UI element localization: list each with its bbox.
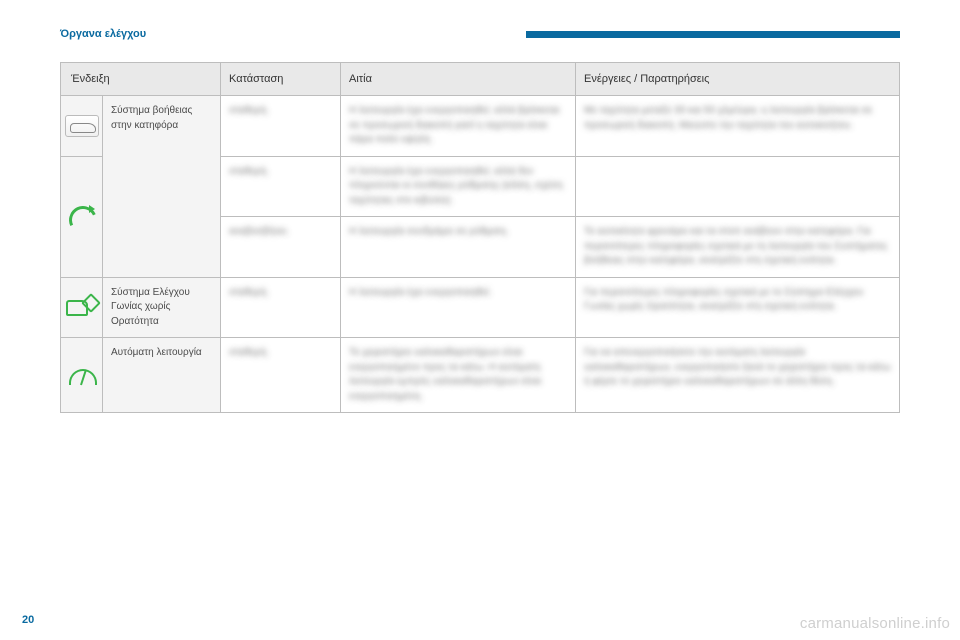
wiper-icon (67, 363, 97, 387)
icon-cell (61, 338, 103, 413)
table-row: Αυτόματη λειτουργία σταθερή. Το χειριστή… (61, 338, 900, 413)
section-title: Όργανα ελέγχου (60, 28, 146, 40)
cause-cell: Η λειτουργία έχει ενεργοποιηθεί, αλλά δε… (341, 156, 576, 217)
cause-cell: Το χειριστήριο υαλοκαθαριστήρων είναι εν… (341, 338, 576, 413)
indicator-name: Σύστημα βοήθειας στην κατηφόρα (103, 96, 221, 278)
header-rule (526, 31, 900, 38)
downhill-assist-icon (65, 115, 99, 137)
col-state: Κατάσταση (221, 63, 341, 96)
icon-cell (61, 96, 103, 157)
action-cell (576, 156, 900, 217)
action-cell: Με ταχύτητα μεταξύ 30 και 50 χλμ/ώρα, η … (576, 96, 900, 157)
action-cell: Για να απενεργοποιήσετε την αυτόματη λει… (576, 338, 900, 413)
watermark: carmanualsonline.info (800, 615, 950, 632)
icon-cell (61, 156, 103, 277)
col-cause: Αιτία (341, 63, 576, 96)
cause-cell: Η λειτουργία έχει ενεργοποιηθεί. (341, 277, 576, 338)
table-row: Σύστημα βοήθειας στην κατηφόρα σταθερή. … (61, 96, 900, 157)
page-number: 20 (22, 614, 34, 626)
curve-arrow-icon (67, 203, 97, 231)
table-row: Σύστημα Ελέγχου Γωνίας χωρίς Ορατότητα σ… (61, 277, 900, 338)
cause-cell: Η λειτουργία συνδράμει σε ρύθμιση. (341, 217, 576, 278)
indicator-name: Σύστημα Ελέγχου Γωνίας χωρίς Ορατότητα (103, 277, 221, 338)
state-cell: αναβοσβήνει. (221, 217, 341, 278)
col-action: Ενέργειες / Παρατηρήσεις (576, 63, 900, 96)
col-indicator: Ένδειξη (61, 63, 221, 96)
state-cell: σταθερή. (221, 156, 341, 217)
state-cell: σταθερή. (221, 277, 341, 338)
action-cell: Για περισσότερες πληροφορίες σχετικά με … (576, 277, 900, 338)
indicator-name: Αυτόματη λειτουργία (103, 338, 221, 413)
state-cell: σταθερή. (221, 96, 341, 157)
state-cell: σταθερή. (221, 338, 341, 413)
cause-cell: Η λειτουργία έχει ενεργοποιηθεί, αλλά βρ… (341, 96, 576, 157)
action-cell: Το αυτοκίνητο φρενάρει και τα στοπ ανάβο… (576, 217, 900, 278)
blind-spot-icon (66, 294, 98, 320)
icon-cell (61, 277, 103, 338)
indicators-table: Ένδειξη Κατάσταση Αιτία Ενέργειες / Παρα… (60, 62, 900, 413)
